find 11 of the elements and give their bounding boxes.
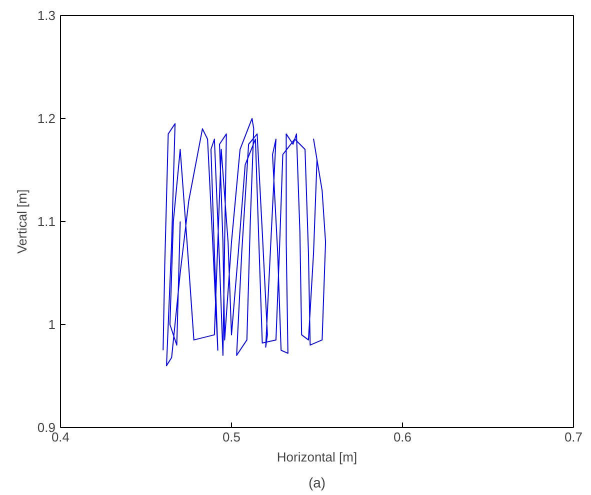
y-tick-label: 1.2 xyxy=(37,111,56,126)
x-tick-label: 0.5 xyxy=(222,430,241,444)
y-tick-label: 1.1 xyxy=(37,214,56,229)
y-tick-label: 1 xyxy=(48,317,56,332)
y-tick-label: 1.3 xyxy=(37,8,56,23)
x-axis-title: Horizontal [m] xyxy=(276,450,358,464)
x-tick-label: 0.6 xyxy=(393,430,412,444)
line-series xyxy=(162,118,326,366)
x-tick-label: 0.7 xyxy=(564,430,583,444)
y-axis-title: Vertical [m] xyxy=(14,189,30,254)
text: (a) xyxy=(308,474,326,490)
